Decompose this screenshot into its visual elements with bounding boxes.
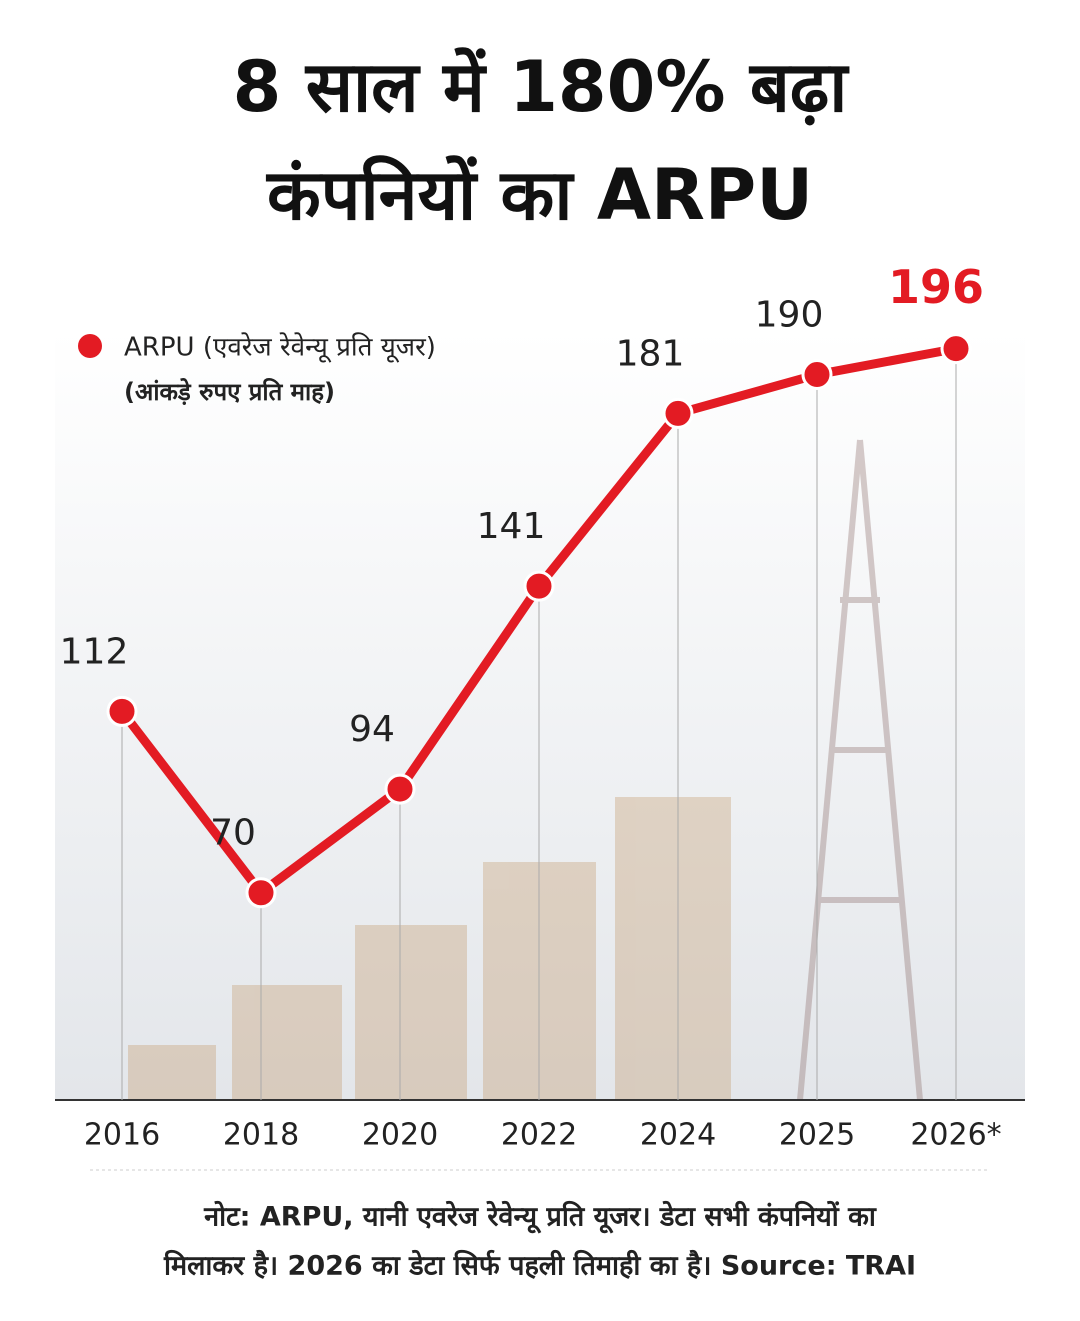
value-label: 141 [477, 506, 546, 547]
subtitle: (आंकड़े रुपए प्रति माह) [124, 378, 335, 406]
title-line: 8 साल में 180% बढ़ा [233, 46, 851, 128]
x-tick-label: 2022 [501, 1118, 577, 1153]
title-line: कंपनियों का ARPU [265, 154, 813, 236]
x-tick-label: 2024 [640, 1118, 716, 1153]
point [384, 773, 416, 805]
x-tick-label: 2018 [223, 1118, 299, 1153]
value-label: 94 [349, 709, 395, 750]
value-label: 112 [60, 631, 129, 672]
value-label: 181 [616, 333, 685, 374]
note-line: नोट: ARPU, यानी एवरेज रेवेन्यू प्रति यूज… [203, 1201, 877, 1235]
point [523, 570, 555, 602]
legend-marker [78, 334, 102, 358]
point [940, 333, 972, 365]
x-tick-label: 2020 [362, 1118, 438, 1153]
x-tick-label: 2016 [84, 1118, 160, 1153]
background [55, 330, 1025, 1100]
x-tick-label: 2026* [910, 1118, 1001, 1153]
point [662, 397, 694, 429]
point [106, 695, 138, 727]
value-label: 190 [755, 295, 824, 336]
value-label: 70 [210, 813, 256, 854]
x-tick-label: 2025 [779, 1118, 855, 1153]
legend-label: ARPU (एवरेज रेवेन्यू प्रति यूजर) [124, 332, 436, 364]
point [801, 359, 833, 391]
value-label: 196 [888, 260, 984, 314]
point [245, 877, 277, 909]
note-line: मिलाकर है। 2026 का डेटा सिर्फ पहली तिमाह… [163, 1250, 916, 1282]
